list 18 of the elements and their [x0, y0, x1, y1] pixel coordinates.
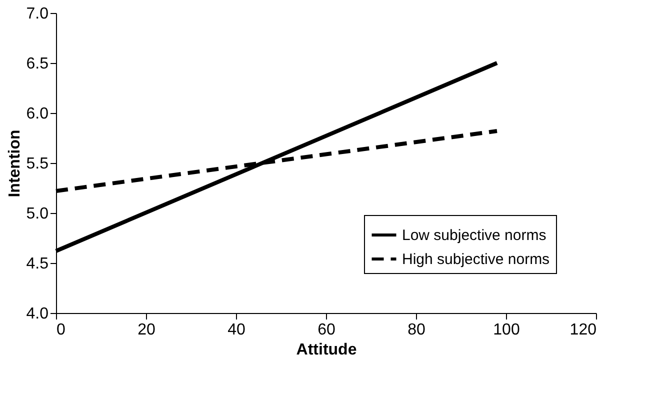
- x-tick-label: 100: [493, 322, 520, 338]
- legend-label: Low subjective norms: [402, 227, 546, 244]
- x-axis-title: Attitude: [296, 342, 357, 358]
- x-tick-label: 40: [228, 322, 246, 338]
- x-tick-label: 20: [138, 322, 156, 338]
- x-tick-label: 120: [570, 322, 597, 338]
- y-tick-label: 6.5: [26, 56, 49, 72]
- y-tick-label: 6.0: [26, 106, 49, 122]
- x-tick-label: 80: [408, 322, 426, 338]
- y-tick-label: 5.5: [26, 156, 49, 172]
- legend-label: High subjective norms: [402, 251, 550, 268]
- x-tick-label: 0: [56, 322, 66, 338]
- y-tick-label: 4.5: [26, 256, 49, 272]
- y-tick-label: 5.0: [26, 206, 49, 222]
- y-axis-title: Intention: [6, 130, 24, 198]
- y-tick-label: 7.0: [26, 6, 49, 22]
- y-tick-label: 4.0: [26, 306, 49, 322]
- x-tick-label: 60: [318, 322, 336, 338]
